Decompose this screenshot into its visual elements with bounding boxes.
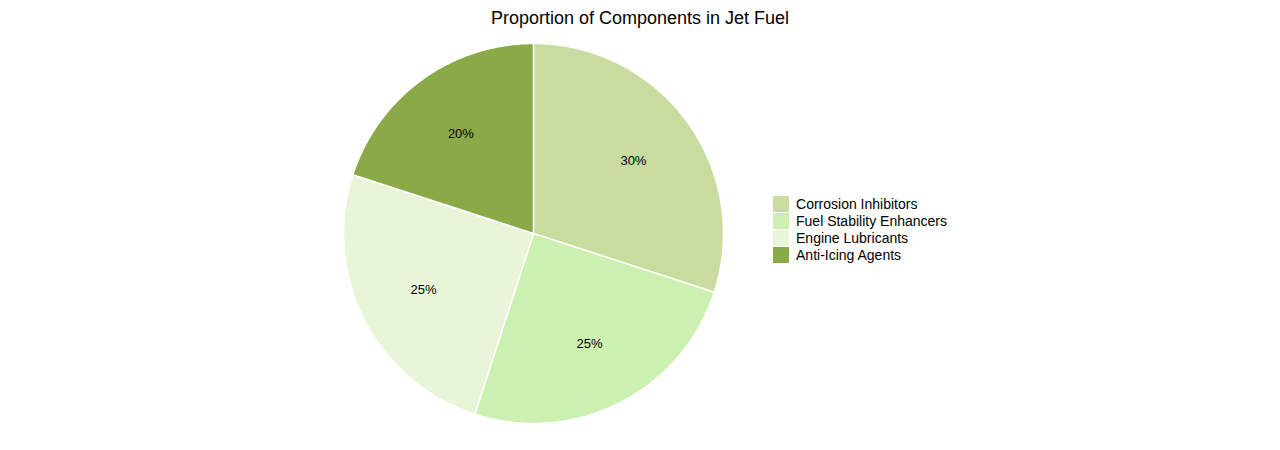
svg-text:25%: 25% bbox=[577, 336, 603, 351]
html-text:Corrosion Inhibitors: Corrosion Inhibitors bbox=[796, 195, 918, 212]
svg-text:20%: 20% bbox=[448, 126, 474, 141]
svg-text:25%: 25% bbox=[410, 282, 436, 297]
html-text:Fuel Stability Enhancers: Fuel Stability Enhancers bbox=[796, 212, 947, 229]
html-text:Anti-Icing Agents: Anti-Icing Agents bbox=[796, 246, 902, 263]
svg-text:30%: 30% bbox=[620, 153, 646, 168]
html-text:Proportion of Components in Je: Proportion of Components in Jet Fuel bbox=[490, 8, 790, 28]
html-text:Engine Lubricants: Engine Lubricants bbox=[796, 229, 909, 246]
